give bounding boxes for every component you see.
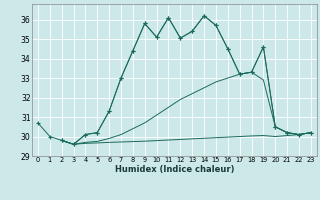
X-axis label: Humidex (Indice chaleur): Humidex (Indice chaleur): [115, 165, 234, 174]
